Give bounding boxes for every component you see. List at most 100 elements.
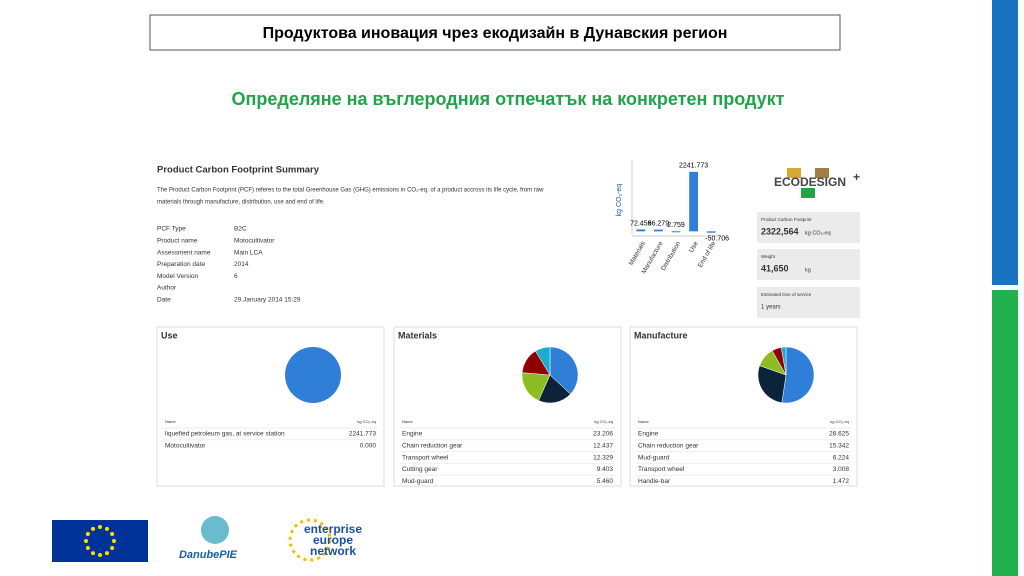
een-text: network — [310, 544, 356, 558]
row-name: Motocultivator — [165, 443, 206, 450]
row-value: 23.206 — [593, 431, 613, 438]
bar-value-label: 66.279 — [648, 220, 670, 227]
field-label: Date — [157, 297, 171, 304]
star — [110, 546, 115, 550]
star — [85, 546, 90, 550]
y-axis-label: kg CO₂-eq — [616, 184, 623, 217]
panel-value: 1 years — [761, 305, 781, 311]
pie-slice — [757, 365, 787, 403]
summary-description: materials through manufacture, distribut… — [157, 200, 325, 206]
star — [84, 539, 88, 543]
field-value: 2014 — [234, 261, 249, 268]
een-text: enterprise — [304, 522, 362, 536]
logo-block — [815, 168, 829, 178]
pie-title: Manufacture — [634, 330, 688, 340]
bar-value-label: 72.459 — [630, 220, 652, 227]
logo-block — [801, 188, 815, 198]
info-panel — [757, 287, 860, 318]
star — [98, 553, 102, 557]
row-value: 12.437 — [593, 443, 613, 450]
bar-value-label: 2.759 — [667, 222, 685, 229]
field-value: B2C — [234, 226, 247, 233]
star — [91, 551, 95, 556]
panel-label: Estimated time of service — [761, 292, 812, 297]
row-name: liquefied petroleum gas, at service stat… — [165, 431, 285, 438]
row-name: Mud-guard — [638, 454, 670, 461]
een-text: europe — [313, 533, 353, 547]
field-label: Model Version — [157, 273, 199, 280]
ecodesign-logo: ECODESIGN — [774, 175, 846, 189]
title-box — [149, 14, 841, 51]
row-value: 1.472 — [833, 478, 850, 485]
row-name: Engine — [402, 431, 423, 438]
pie-title: Use — [161, 330, 178, 340]
pie-panel — [629, 326, 858, 487]
row-name: Cutting gear — [402, 466, 438, 473]
row-value: 12.329 — [593, 454, 613, 461]
field-value: 29.January 2014 15:29 — [234, 297, 301, 304]
side-bar-green — [992, 290, 1018, 576]
row-value: 6.224 — [833, 454, 850, 461]
star — [110, 532, 115, 536]
panel-value: 2322,564 — [761, 226, 799, 236]
slide-title: Продуктова иновация чрез екодизайн в Дун… — [263, 25, 728, 42]
bar-value-label: -50.706 — [705, 236, 729, 243]
pie-slice — [535, 346, 551, 376]
star — [98, 525, 102, 529]
bar — [671, 231, 681, 233]
een-logo — [288, 518, 332, 562]
pie-slice — [780, 346, 787, 376]
bar — [689, 171, 698, 232]
col-header: Name — [165, 419, 176, 424]
col-header: Name — [402, 419, 413, 424]
pie-slice — [285, 347, 341, 403]
field-label: PCF Type — [157, 226, 186, 233]
summary-description: The Product Carbon Footprint (PCF) refer… — [157, 188, 544, 194]
danube-text: DanubePIE — [179, 549, 238, 561]
row-name: Mud-guard — [402, 478, 434, 485]
field-value: Motocultivator — [234, 238, 275, 245]
ecodesign-plus: + — [853, 170, 860, 184]
row-name: Transport wheel — [638, 466, 685, 473]
slide-subtitle: Определяне на въглеродния отпечатък на к… — [232, 89, 785, 109]
row-name: Transport wheel — [402, 454, 449, 461]
field-value: 6 — [234, 273, 238, 280]
row-value: 3.008 — [833, 466, 850, 473]
row-name: Engine — [638, 431, 659, 438]
pie-title: Materials — [398, 330, 437, 340]
row-value: 2241.773 — [349, 431, 376, 438]
eu-stars — [84, 525, 116, 557]
danube-logo — [201, 516, 229, 544]
row-value: 9.403 — [597, 466, 614, 473]
row-name: Handle-bar — [638, 478, 671, 485]
bar — [706, 231, 716, 233]
col-header: kg CO₂-eq — [357, 419, 376, 424]
bar — [654, 229, 663, 232]
star — [85, 532, 90, 536]
row-value: 5.460 — [597, 478, 614, 485]
pie-slice — [781, 346, 815, 404]
row-name: Chain reduction gear — [638, 443, 699, 450]
star — [112, 539, 116, 543]
field-label: Author — [157, 285, 177, 292]
summary-title: Product Carbon Footprint Summary — [157, 165, 320, 176]
row-value: 15.342 — [829, 443, 849, 450]
pie-slice — [549, 346, 579, 395]
field-value: Main LCA — [234, 249, 263, 256]
panel-label: Product Carbon Footprint — [761, 217, 812, 222]
star — [91, 526, 95, 531]
panel-unit: kg — [805, 267, 811, 273]
info-panel — [757, 212, 860, 243]
col-header: kg CO₂-eq — [830, 419, 849, 424]
col-header: Name — [638, 419, 649, 424]
pie-panel — [156, 326, 385, 487]
bar-value-label: 2241.773 — [679, 163, 708, 170]
row-name: Chain reduction gear — [402, 443, 463, 450]
info-panel — [757, 249, 860, 280]
pie-panel — [393, 326, 622, 487]
row-value: 0.000 — [360, 443, 377, 450]
panel-label: Weight — [761, 254, 776, 259]
star — [105, 551, 109, 556]
